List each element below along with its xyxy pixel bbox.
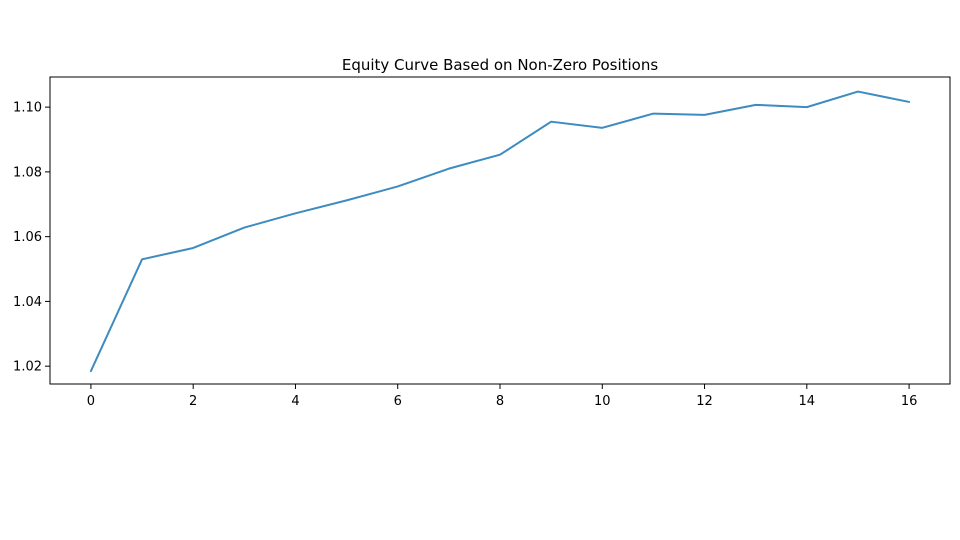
y-tick-label: 1.04 (13, 295, 42, 310)
x-axis: 0 2 4 6 8 10 12 14 16 (87, 384, 918, 409)
y-tick-label: 1.10 (13, 101, 42, 116)
y-tick-label: 1.08 (13, 165, 42, 180)
x-tick-label: 2 (189, 394, 197, 409)
x-tick-label: 8 (496, 394, 504, 409)
x-tick-label: 6 (394, 394, 402, 409)
x-tick-label: 12 (696, 394, 713, 409)
y-tick-label: 1.02 (13, 360, 42, 375)
equity-series-line (89, 90, 911, 373)
chart-title: Equity Curve Based on Non-Zero Positions (342, 56, 658, 74)
y-tick-label: 1.06 (13, 230, 42, 245)
y-axis: 1.02 1.04 1.06 1.08 1.10 (13, 101, 50, 375)
x-tick-label: 14 (799, 394, 816, 409)
x-tick-label: 0 (87, 394, 95, 409)
plot-area-frame (49, 76, 951, 385)
x-tick-label: 4 (291, 394, 299, 409)
x-tick-label: 10 (594, 394, 611, 409)
x-tick-label: 16 (901, 394, 918, 409)
